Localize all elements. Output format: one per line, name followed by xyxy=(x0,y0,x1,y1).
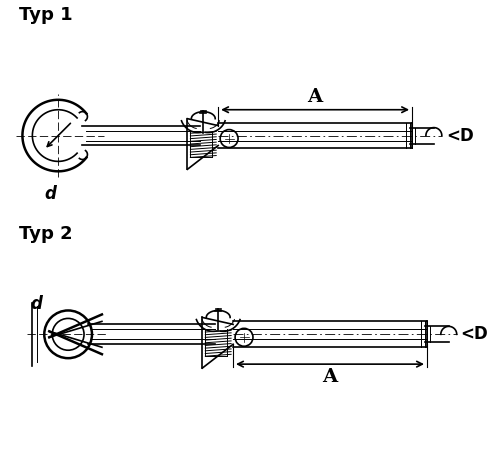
Text: Typ 2: Typ 2 xyxy=(20,225,73,243)
Text: A: A xyxy=(322,368,338,386)
Text: A: A xyxy=(308,88,322,106)
Text: d: d xyxy=(44,185,56,203)
Text: <D: <D xyxy=(460,325,488,343)
Text: Typ 1: Typ 1 xyxy=(20,6,73,24)
Text: <D: <D xyxy=(446,126,473,144)
Text: d: d xyxy=(30,295,42,313)
